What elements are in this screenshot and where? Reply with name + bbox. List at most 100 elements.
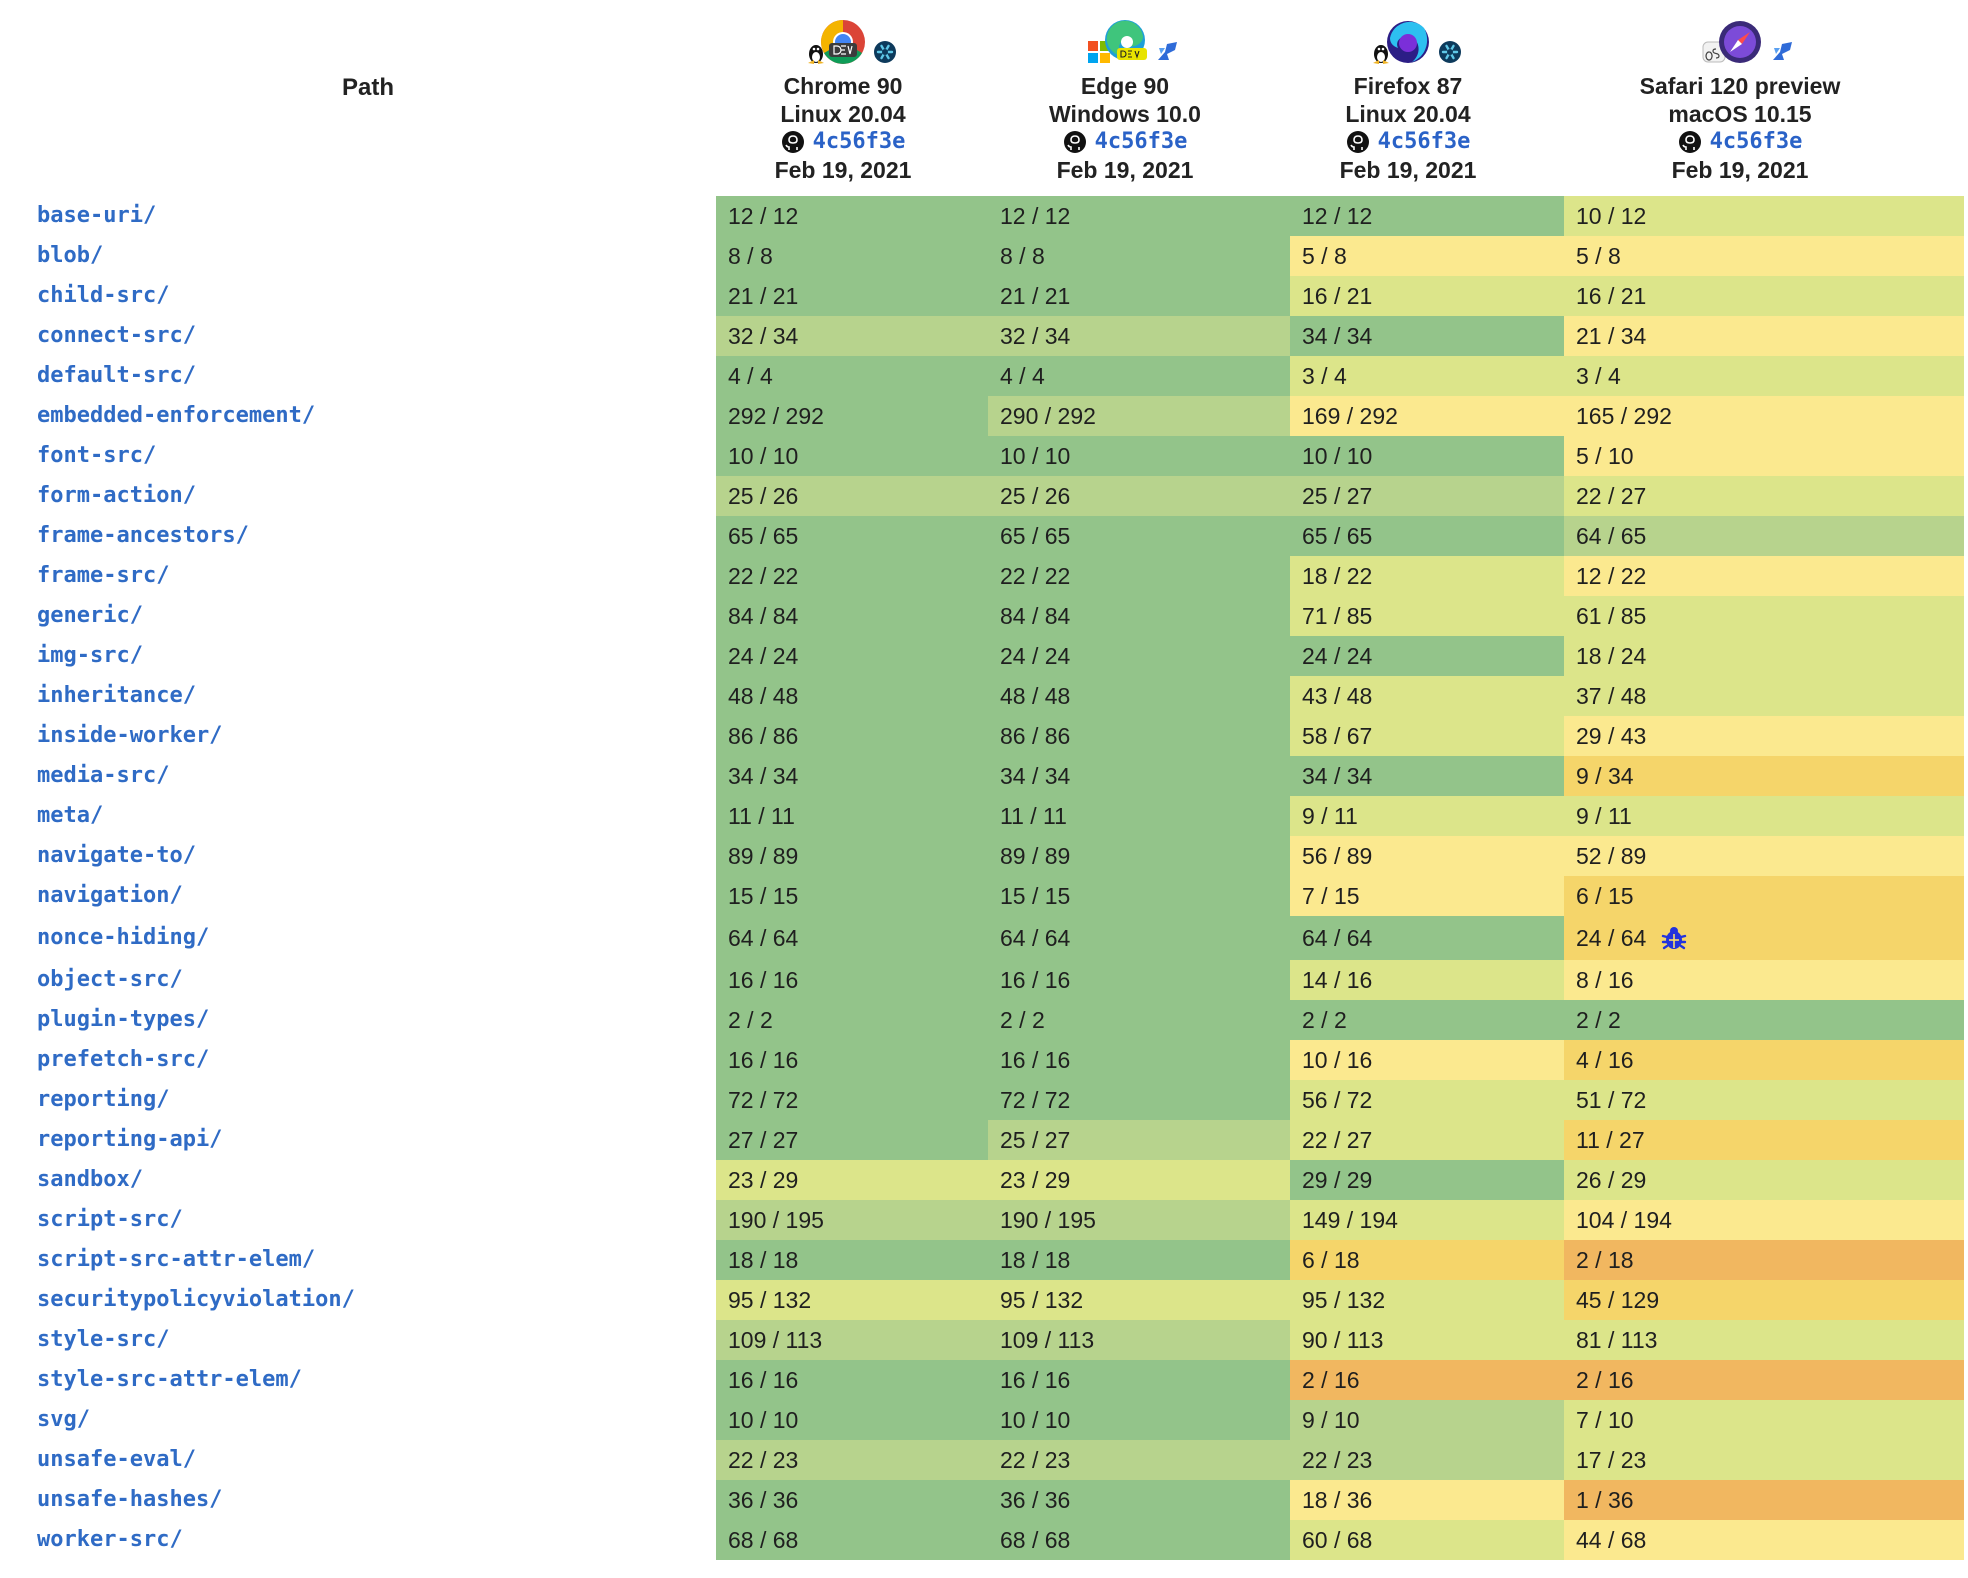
result-cell[interactable]: 18 / 22	[1290, 556, 1564, 596]
result-cell[interactable]: 32 / 34	[716, 316, 988, 356]
result-cell[interactable]: 18 / 18	[988, 1240, 1290, 1280]
path-link[interactable]: reporting-api/	[37, 1127, 223, 1152]
result-cell[interactable]: 24 / 24	[988, 636, 1290, 676]
result-cell[interactable]: 14 / 16	[1290, 960, 1564, 1000]
result-cell[interactable]: 2 / 18	[1564, 1240, 1964, 1280]
path-link[interactable]: style-src-attr-elem/	[37, 1367, 302, 1392]
result-cell[interactable]: 2 / 16	[1564, 1360, 1964, 1400]
result-cell[interactable]: 2 / 2	[988, 1000, 1290, 1040]
result-cell[interactable]: 21 / 34	[1564, 316, 1964, 356]
result-cell[interactable]: 95 / 132	[1290, 1280, 1564, 1320]
result-cell[interactable]: 5 / 8	[1564, 236, 1964, 276]
result-cell[interactable]: 10 / 10	[988, 436, 1290, 476]
result-cell[interactable]: 16 / 21	[1290, 276, 1564, 316]
path-link[interactable]: navigate-to/	[37, 843, 196, 868]
result-cell[interactable]: 22 / 27	[1564, 476, 1964, 516]
result-cell[interactable]: 6 / 18	[1290, 1240, 1564, 1280]
result-cell[interactable]: 65 / 65	[1290, 516, 1564, 556]
path-link[interactable]: connect-src/	[37, 323, 196, 348]
result-cell[interactable]: 9 / 10	[1290, 1400, 1564, 1440]
result-cell[interactable]: 18 / 24	[1564, 636, 1964, 676]
result-cell[interactable]: 290 / 292	[988, 396, 1290, 436]
result-cell[interactable]: 65 / 65	[988, 516, 1290, 556]
path-link[interactable]: default-src/	[37, 363, 196, 388]
path-link[interactable]: media-src/	[37, 763, 170, 788]
result-cell[interactable]: 64 / 64	[988, 916, 1290, 960]
result-cell[interactable]: 11 / 11	[988, 796, 1290, 836]
result-cell[interactable]: 25 / 26	[988, 476, 1290, 516]
result-cell[interactable]: 11 / 11	[716, 796, 988, 836]
commit-link[interactable]: 4c56f3e	[1377, 129, 1471, 154]
path-link[interactable]: style-src/	[37, 1327, 170, 1352]
result-cell[interactable]: 89 / 89	[988, 836, 1290, 876]
result-cell[interactable]: 7 / 10	[1564, 1400, 1964, 1440]
result-cell[interactable]: 29 / 43	[1564, 716, 1964, 756]
result-cell[interactable]: 64 / 65	[1564, 516, 1964, 556]
result-cell[interactable]: 86 / 86	[716, 716, 988, 756]
result-cell[interactable]: 109 / 113	[988, 1320, 1290, 1360]
result-cell[interactable]: 51 / 72	[1564, 1080, 1964, 1120]
path-link[interactable]: reporting/	[37, 1087, 170, 1112]
result-cell[interactable]: 29 / 29	[1290, 1160, 1564, 1200]
result-cell[interactable]: 292 / 292	[716, 396, 988, 436]
result-cell[interactable]: 16 / 16	[716, 960, 988, 1000]
result-cell[interactable]: 64 / 64	[716, 916, 988, 960]
result-cell[interactable]: 18 / 18	[716, 1240, 988, 1280]
result-cell[interactable]: 12 / 12	[988, 196, 1290, 236]
result-cell[interactable]: 48 / 48	[988, 676, 1290, 716]
result-cell[interactable]: 23 / 29	[716, 1160, 988, 1200]
result-cell[interactable]: 81 / 113	[1564, 1320, 1964, 1360]
result-cell[interactable]: 22 / 22	[716, 556, 988, 596]
result-cell[interactable]: 26 / 29	[1564, 1160, 1964, 1200]
result-cell[interactable]: 109 / 113	[716, 1320, 988, 1360]
result-cell[interactable]: 16 / 16	[988, 960, 1290, 1000]
path-link[interactable]: frame-src/	[37, 563, 170, 588]
result-cell[interactable]: 43 / 48	[1290, 676, 1564, 716]
result-cell[interactable]: 61 / 85	[1564, 596, 1964, 636]
result-cell[interactable]: 22 / 23	[1290, 1440, 1564, 1480]
result-cell[interactable]: 16 / 21	[1564, 276, 1964, 316]
result-cell[interactable]: 190 / 195	[988, 1200, 1290, 1240]
result-cell[interactable]: 52 / 89	[1564, 836, 1964, 876]
commit-link[interactable]: 4c56f3e	[1709, 129, 1803, 154]
result-cell[interactable]: 10 / 10	[1290, 436, 1564, 476]
path-link[interactable]: plugin-types/	[37, 1007, 210, 1032]
path-link[interactable]: blob/	[37, 243, 104, 268]
path-link[interactable]: inheritance/	[37, 683, 196, 708]
result-cell[interactable]: 37 / 48	[1564, 676, 1964, 716]
result-cell[interactable]: 10 / 10	[716, 436, 988, 476]
result-cell[interactable]: 12 / 22	[1564, 556, 1964, 596]
result-cell[interactable]: 22 / 22	[988, 556, 1290, 596]
result-cell[interactable]: 10 / 16	[1290, 1040, 1564, 1080]
result-cell[interactable]: 89 / 89	[716, 836, 988, 876]
result-cell[interactable]: 4 / 4	[988, 356, 1290, 396]
result-cell[interactable]: 12 / 12	[716, 196, 988, 236]
result-cell[interactable]: 9 / 34	[1564, 756, 1964, 796]
result-cell[interactable]: 104 / 194	[1564, 1200, 1964, 1240]
result-cell[interactable]: 21 / 21	[716, 276, 988, 316]
result-cell[interactable]: 95 / 132	[716, 1280, 988, 1320]
result-cell[interactable]: 24 / 24	[1290, 636, 1564, 676]
result-cell[interactable]: 34 / 34	[716, 756, 988, 796]
result-cell[interactable]: 15 / 15	[988, 876, 1290, 916]
result-cell[interactable]: 44 / 68	[1564, 1520, 1964, 1560]
path-link[interactable]: navigation/	[37, 883, 183, 908]
path-link[interactable]: nonce-hiding/	[37, 925, 210, 950]
path-link[interactable]: sandbox/	[37, 1167, 143, 1192]
path-link[interactable]: frame-ancestors/	[37, 523, 249, 548]
result-cell[interactable]: 4 / 4	[716, 356, 988, 396]
result-cell[interactable]: 68 / 68	[988, 1520, 1290, 1560]
result-cell[interactable]: 34 / 34	[1290, 756, 1564, 796]
result-cell[interactable]: 2 / 2	[1290, 1000, 1564, 1040]
path-link[interactable]: generic/	[37, 603, 143, 628]
result-cell[interactable]: 8 / 8	[988, 236, 1290, 276]
path-link[interactable]: embedded-enforcement/	[37, 403, 316, 428]
result-cell[interactable]: 25 / 26	[716, 476, 988, 516]
result-cell[interactable]: 84 / 84	[988, 596, 1290, 636]
result-cell[interactable]: 58 / 67	[1290, 716, 1564, 756]
path-link[interactable]: child-src/	[37, 283, 170, 308]
result-cell[interactable]: 22 / 27	[1290, 1120, 1564, 1160]
result-cell[interactable]: 165 / 292	[1564, 396, 1964, 436]
result-cell[interactable]: 86 / 86	[988, 716, 1290, 756]
result-cell[interactable]: 10 / 10	[716, 1400, 988, 1440]
